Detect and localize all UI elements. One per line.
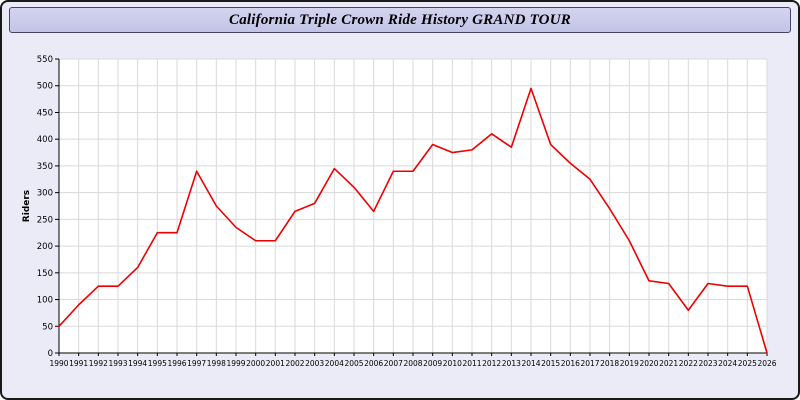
y-tick-label: 500 (37, 82, 53, 92)
x-tick-label: 1993 (108, 359, 127, 368)
x-tick-label: 2016 (561, 359, 580, 368)
x-tick-label: 1990 (49, 359, 68, 368)
y-tick-label: 0 (48, 349, 53, 359)
x-tick-label: 1996 (167, 359, 186, 368)
x-tick-label: 2008 (403, 359, 422, 368)
x-tick-label: 2015 (541, 359, 560, 368)
x-tick-label: 2012 (482, 359, 501, 368)
x-tick-label: 2005 (344, 359, 363, 368)
y-tick-label: 50 (42, 322, 53, 332)
x-tick-label: 1992 (89, 359, 108, 368)
x-tick-label: 1997 (187, 359, 206, 368)
x-tick-label: 2009 (423, 359, 442, 368)
x-tick-label: 1994 (128, 359, 147, 368)
x-tick-label: 2010 (443, 359, 462, 368)
x-tick-label: 2023 (698, 359, 717, 368)
chart-area: 0 50 100 150 200 250 300 350 400 450 500 550 1990 199… (2, 36, 798, 398)
x-tick-label: 2019 (620, 359, 639, 368)
y-tick-label: 350 (37, 162, 53, 172)
y-tick-label: 150 (37, 269, 53, 279)
y-tick-label: 200 (37, 242, 53, 252)
chart-title: California Triple Crown Ride History GRA… (229, 11, 571, 28)
x-tick-label: 2021 (659, 359, 678, 368)
x-tick-label: 1999 (226, 359, 245, 368)
y-tick-label: 450 (37, 108, 53, 118)
x-tick-label: 2004 (325, 359, 344, 368)
y-tick-label: 300 (37, 189, 53, 199)
x-tick-label: 2000 (246, 359, 265, 368)
x-tick-label: 2022 (679, 359, 698, 368)
title-bar: California Triple Crown Ride History GRA… (9, 7, 791, 33)
x-tick-label: 2011 (462, 359, 481, 368)
x-tick-label: 2020 (639, 359, 658, 368)
x-tick-label: 2007 (384, 359, 403, 368)
x-tick-label: 2014 (521, 359, 540, 368)
y-tick-label: 550 (37, 55, 53, 65)
x-tick-label: 2003 (305, 359, 324, 368)
x-tick-label: 2025 (738, 359, 757, 368)
x-tick-label: 2002 (285, 359, 304, 368)
x-tick-label: 2013 (502, 359, 521, 368)
x-tick-label: 2024 (718, 359, 737, 368)
x-tick-label: 1991 (69, 359, 88, 368)
y-tick-label: 250 (37, 215, 53, 225)
y-axis-title: Riders (22, 190, 32, 222)
x-tick-label: 2018 (600, 359, 619, 368)
x-tick-label: 2006 (364, 359, 383, 368)
x-tick-label: 2017 (580, 359, 599, 368)
ride-history-line (58, 87, 768, 354)
x-tick-label: 1998 (207, 359, 226, 368)
x-tick-label: 1995 (148, 359, 167, 368)
y-tick-label: 400 (37, 135, 53, 145)
x-tick-label: 2026 (757, 359, 776, 368)
x-tick-label: 2001 (266, 359, 285, 368)
y-tick-label: 100 (37, 296, 53, 306)
